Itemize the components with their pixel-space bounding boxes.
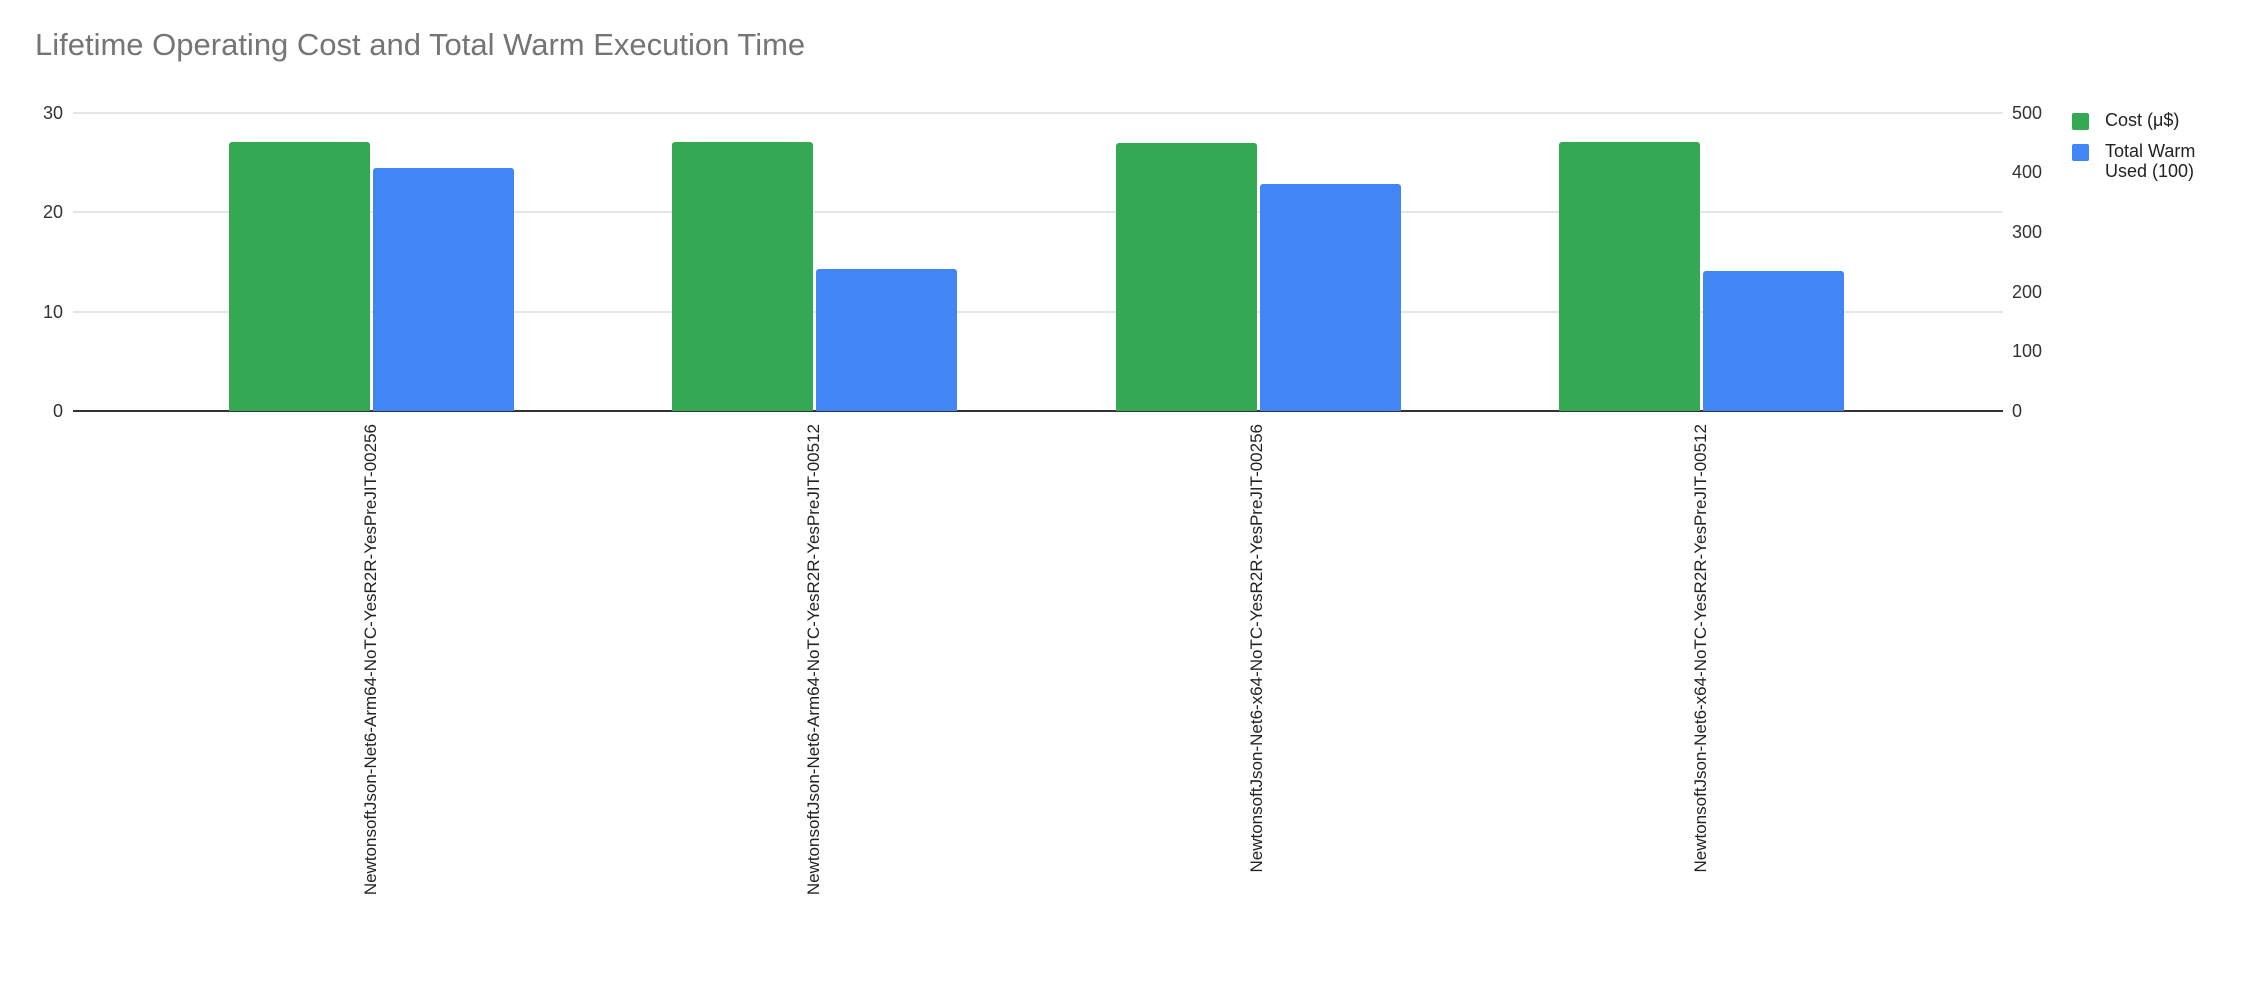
bar-cost[interactable]: [672, 142, 814, 411]
bar-total-warm[interactable]: [1259, 184, 1401, 411]
bar-cost[interactable]: [229, 142, 370, 411]
x-axis-category-label-text: NewtonsoftJson-Net6-Arm64-NoTC-YesR2R-Ye…: [360, 424, 380, 896]
bar-cost[interactable]: [1559, 142, 1700, 411]
x-axis-category-label-text: NewtonsoftJson-Net6-x64-NoTC-YesR2R-YesP…: [1690, 424, 1710, 873]
x-axis-category-label-text: NewtonsoftJson-Net6-Arm64-NoTC-YesR2R-Ye…: [803, 424, 823, 896]
right-axis-tick-label: 100: [2012, 341, 2043, 362]
legend-item-total-warm[interactable]: Total Warm Used (100): [2072, 141, 2205, 181]
total-warm-series-swatch-icon: [2072, 144, 2089, 161]
bar-cost[interactable]: [1115, 143, 1257, 411]
x-axis-baseline: [73, 410, 2003, 412]
gridline: [73, 111, 2003, 114]
right-axis-tick-label: 400: [2012, 162, 2043, 183]
legend: Cost (μ$) Total Warm Used (100): [2072, 110, 2205, 181]
legend-label-cost: Cost (μ$): [2105, 110, 2180, 130]
legend-item-cost[interactable]: Cost (μ$): [2072, 110, 2205, 130]
bar-total-warm[interactable]: [1703, 271, 1844, 411]
right-axis-tick-label: 200: [2012, 281, 2043, 302]
x-axis-category-label-text: NewtonsoftJson-Net6-x64-NoTC-YesR2R-YesP…: [1247, 424, 1267, 873]
right-axis-tick-label: 0: [2012, 401, 2023, 421]
bar-total-warm[interactable]: [816, 268, 958, 411]
bar-total-warm[interactable]: [373, 168, 514, 411]
gridline: [73, 211, 2003, 213]
right-axis-tick-label: 500: [2012, 102, 2043, 123]
right-axis-tick-label: 300: [2012, 221, 2043, 242]
legend-label-total-warm: Total Warm Used (100): [2105, 141, 2196, 181]
left-axis-tick-label: 0: [52, 401, 63, 421]
gridline: [73, 310, 2003, 313]
chart-title: Lifetime Operating Cost and Total Warm E…: [35, 27, 806, 62]
left-axis-tick-label: 30: [42, 102, 63, 123]
left-axis-tick-label: 10: [42, 301, 63, 322]
cost-series-swatch-icon: [2072, 113, 2089, 130]
left-axis-tick-label: 20: [42, 202, 63, 222]
